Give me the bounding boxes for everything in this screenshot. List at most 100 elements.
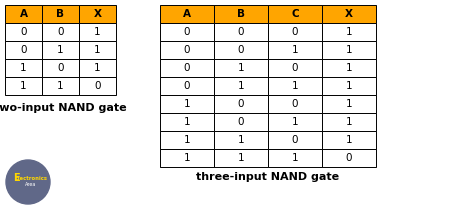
Text: 1: 1 [20, 81, 27, 91]
Text: 1: 1 [20, 63, 27, 73]
Bar [42, 23, 79, 41]
Bar [160, 113, 213, 131]
Bar [79, 23, 116, 41]
Text: 1: 1 [183, 135, 190, 145]
Text: 0: 0 [291, 135, 298, 145]
Bar [42, 59, 79, 77]
Bar [160, 5, 213, 23]
Bar [213, 23, 268, 41]
Text: 0: 0 [237, 45, 244, 55]
Bar [321, 95, 375, 113]
Circle shape [6, 160, 50, 204]
Bar [321, 41, 375, 59]
Bar [268, 131, 321, 149]
Bar [79, 77, 116, 95]
Text: 0: 0 [183, 63, 190, 73]
Bar [321, 113, 375, 131]
Text: Electronics: Electronics [14, 176, 47, 180]
Bar [160, 95, 213, 113]
Bar [42, 5, 79, 23]
Text: 0: 0 [94, 81, 100, 91]
Bar [268, 5, 321, 23]
Text: 1: 1 [94, 27, 100, 37]
Bar [268, 59, 321, 77]
Text: 1: 1 [94, 45, 100, 55]
Bar [5, 77, 42, 95]
Bar [160, 77, 213, 95]
Text: A: A [19, 9, 27, 19]
Text: two-input NAND gate: two-input NAND gate [0, 103, 126, 113]
Bar [213, 113, 268, 131]
Text: 1: 1 [345, 45, 351, 55]
Bar [213, 149, 268, 167]
Text: 1: 1 [291, 45, 298, 55]
Text: 1: 1 [237, 135, 244, 145]
Bar [5, 5, 42, 23]
Text: 1: 1 [345, 81, 351, 91]
Text: 0: 0 [57, 63, 63, 73]
Text: Area: Area [25, 183, 37, 187]
Text: 0: 0 [237, 27, 244, 37]
Text: 1: 1 [345, 117, 351, 127]
Bar [160, 149, 213, 167]
Bar [321, 23, 375, 41]
Bar [160, 131, 213, 149]
Bar [5, 59, 42, 77]
Bar [321, 59, 375, 77]
Text: 1: 1 [291, 153, 298, 163]
Bar [79, 59, 116, 77]
Text: 1: 1 [345, 135, 351, 145]
Bar [213, 41, 268, 59]
Text: X: X [344, 9, 352, 19]
Text: C: C [291, 9, 298, 19]
Text: E: E [13, 173, 19, 183]
Text: 0: 0 [291, 99, 298, 109]
Text: A: A [182, 9, 191, 19]
Bar [213, 59, 268, 77]
Bar [268, 41, 321, 59]
Bar [213, 5, 268, 23]
Text: X: X [94, 9, 101, 19]
Text: 1: 1 [291, 117, 298, 127]
Bar [5, 23, 42, 41]
Bar [42, 77, 79, 95]
Text: 1: 1 [183, 99, 190, 109]
Bar [268, 149, 321, 167]
Bar [321, 77, 375, 95]
Text: 1: 1 [345, 63, 351, 73]
Text: 1: 1 [237, 63, 244, 73]
Text: 1: 1 [237, 153, 244, 163]
Text: 0: 0 [20, 27, 27, 37]
Bar [268, 113, 321, 131]
Bar [213, 131, 268, 149]
Text: 0: 0 [57, 27, 63, 37]
Text: 0: 0 [183, 81, 190, 91]
Bar [268, 23, 321, 41]
Bar [321, 131, 375, 149]
Text: 0: 0 [345, 153, 351, 163]
Text: 0: 0 [291, 63, 298, 73]
Bar [321, 5, 375, 23]
Text: 0: 0 [237, 99, 244, 109]
Bar [268, 95, 321, 113]
Bar [213, 77, 268, 95]
Bar [79, 5, 116, 23]
Bar [79, 41, 116, 59]
Bar [5, 41, 42, 59]
Text: 1: 1 [57, 81, 64, 91]
Bar [42, 41, 79, 59]
Text: 1: 1 [57, 45, 64, 55]
Text: three-input NAND gate: three-input NAND gate [196, 172, 339, 182]
Text: 1: 1 [345, 27, 351, 37]
Text: 1: 1 [183, 117, 190, 127]
Text: 0: 0 [20, 45, 27, 55]
Text: B: B [237, 9, 244, 19]
Bar [160, 41, 213, 59]
Text: 0: 0 [183, 27, 190, 37]
Bar [321, 149, 375, 167]
Text: 1: 1 [183, 153, 190, 163]
Text: 1: 1 [94, 63, 100, 73]
Bar [160, 59, 213, 77]
Bar [160, 23, 213, 41]
Text: 1: 1 [345, 99, 351, 109]
